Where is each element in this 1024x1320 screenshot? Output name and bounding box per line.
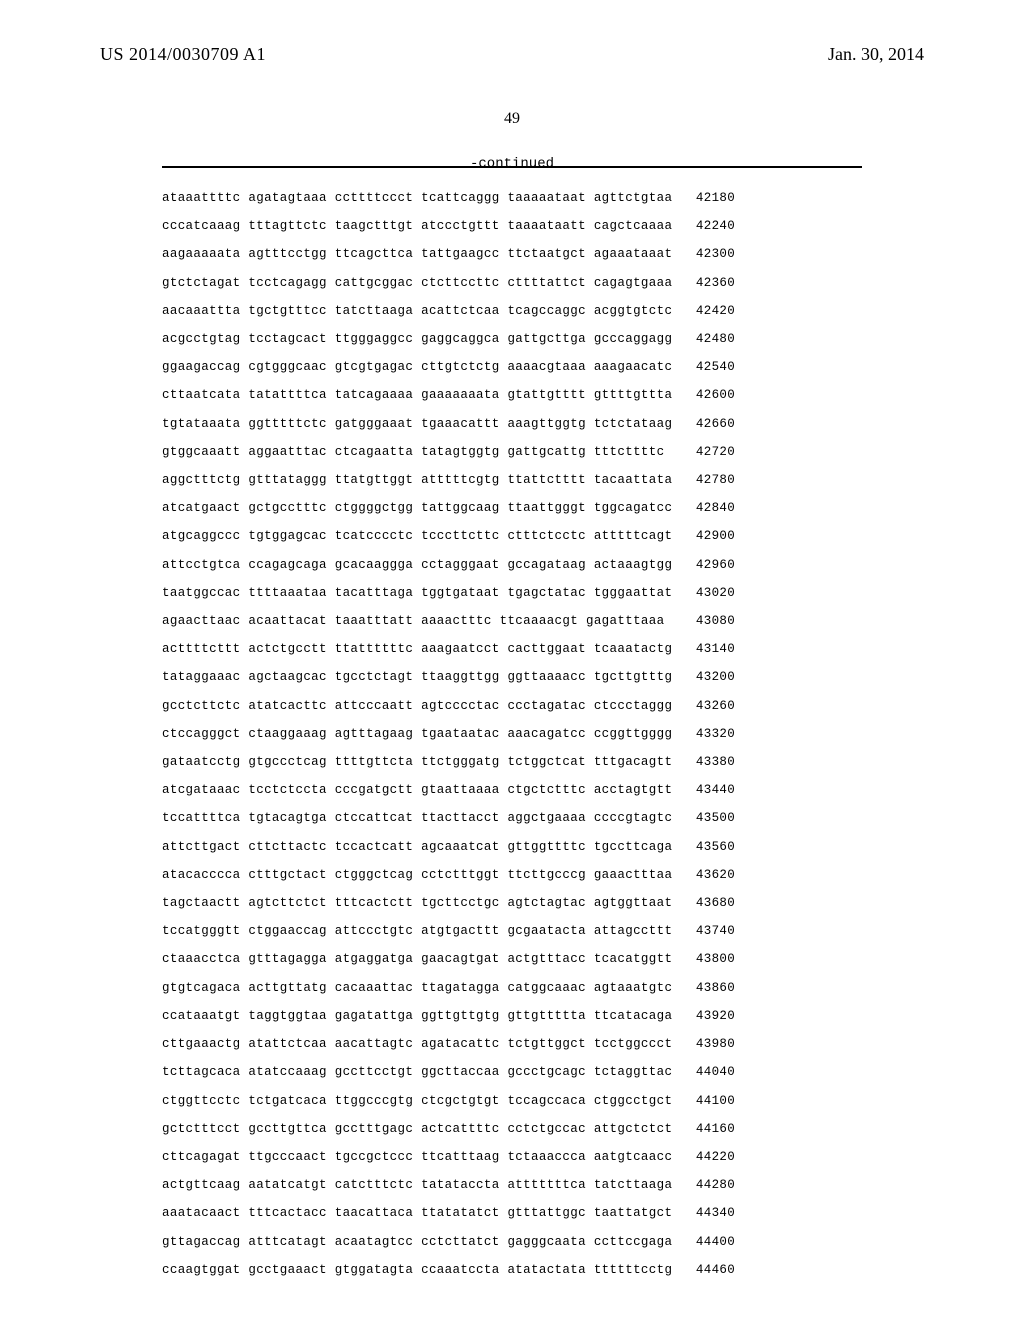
continued-label: -continued — [0, 156, 1024, 172]
page-number: 49 — [0, 110, 1024, 128]
page: US 2014/0030709 A1 Jan. 30, 2014 49 -con… — [0, 0, 1024, 1320]
sequence-listing: ataaattttc agatagtaaa ccttttccct tcattca… — [162, 184, 735, 1284]
header: US 2014/0030709 A1 Jan. 30, 2014 — [0, 44, 1024, 68]
horizontal-rule — [162, 166, 862, 168]
publication-date: Jan. 30, 2014 — [828, 44, 924, 65]
publication-number: US 2014/0030709 A1 — [100, 44, 266, 65]
